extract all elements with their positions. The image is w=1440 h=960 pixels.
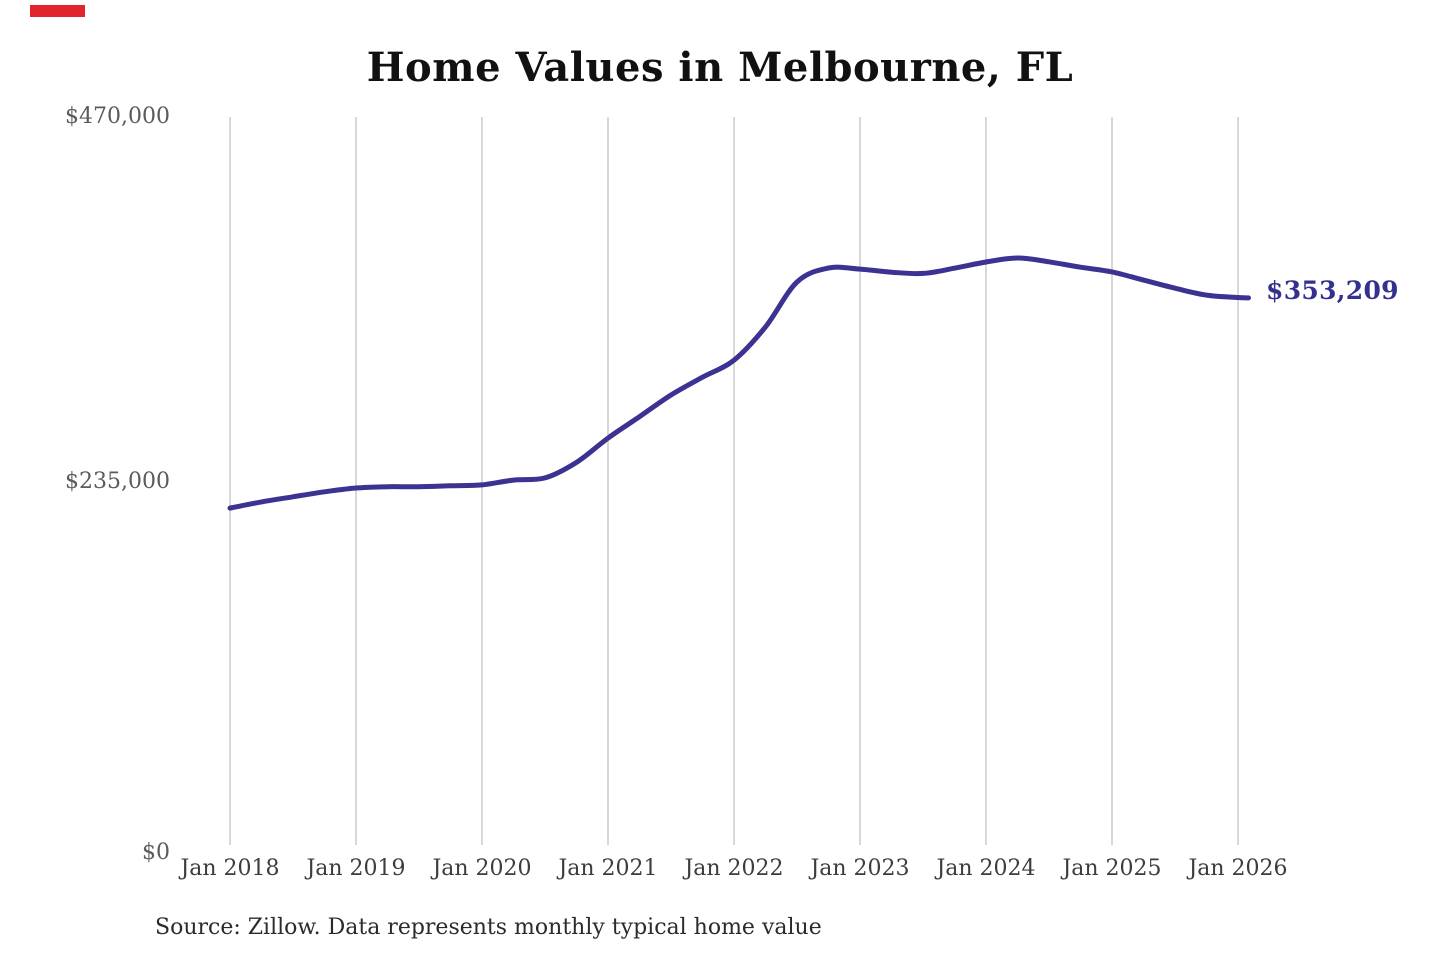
x-axis-label-jan-2023: Jan 2023 [810,856,910,881]
x-axis-label-jan-2018: Jan 2018 [180,856,280,881]
end-value-label: $353,209 [1266,276,1399,305]
y-axis-label-0: $0 [142,840,170,865]
home-value-line [227,255,1251,511]
x-axis-label-jan-2024: Jan 2024 [936,856,1036,881]
x-axis-label-jan-2025: Jan 2025 [1062,856,1162,881]
red-marker [30,5,85,17]
x-axis-label-jan-2019: Jan 2019 [306,856,406,881]
chart-title: Home Values in Melbourne, FL [366,44,1074,91]
x-axis-label-jan-2026: Jan 2026 [1188,856,1288,881]
y-axis-label-470000: $470,000 [65,104,170,129]
x-axis-label-jan-2020: Jan 2020 [432,856,532,881]
y-axis-label-235000: $235,000 [65,469,170,494]
source-note: Source: Zillow. Data represents monthly … [155,915,822,940]
x-axis-label-jan-2022: Jan 2022 [684,856,784,881]
x-axis-label-jan-2021: Jan 2021 [558,856,658,881]
